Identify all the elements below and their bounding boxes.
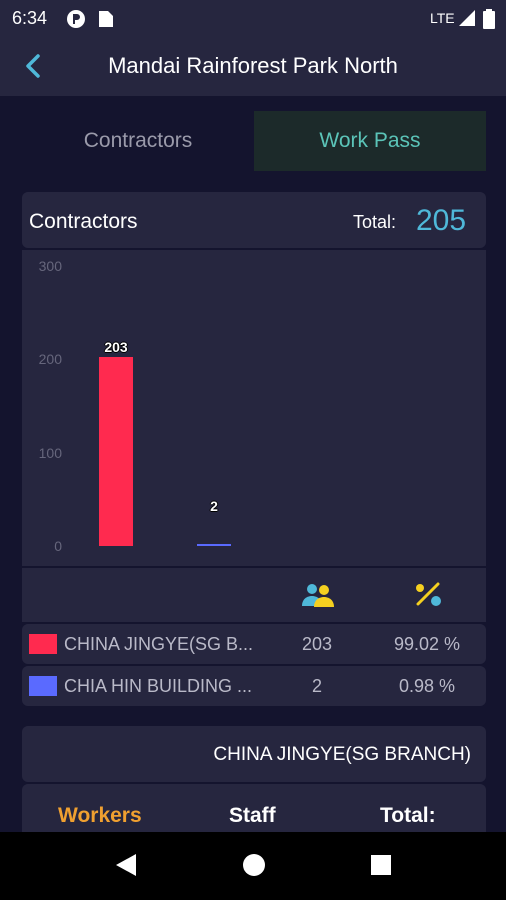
system-nav-bar — [0, 832, 506, 900]
total-label: Total: — [353, 212, 397, 232]
nav-home-icon[interactable] — [242, 852, 266, 878]
y-tick-label: 100 — [38, 444, 62, 461]
workers-label[interactable]: Workers — [58, 804, 142, 827]
status-bar: 6:34 LTE — [0, 0, 506, 36]
network-type: LTE — [430, 10, 455, 26]
contractor-name: CHINA JINGYE(SG B... — [64, 634, 254, 654]
contractor-count: 203 — [301, 634, 333, 654]
selected-contractor-name: CHINA JINGYE(SG BRANCH) — [213, 744, 471, 765]
breakdown-total-label: Total: — [380, 804, 436, 827]
percent-icon — [416, 582, 441, 606]
contractor-percent: 99.02 % — [393, 634, 461, 654]
app-notification-icon — [67, 10, 85, 28]
signal-icon — [459, 10, 475, 26]
tab-work-pass[interactable]: Work Pass — [254, 111, 486, 171]
nav-back-icon[interactable] — [114, 852, 138, 878]
workers-group-icon — [302, 584, 334, 607]
battery-icon — [483, 9, 495, 29]
contractors-summary-header: Contractors Total: 205 — [22, 192, 486, 248]
y-tick-label: 200 — [38, 351, 62, 368]
legend-swatch — [29, 634, 57, 654]
contractors-bar-chart: 0 100 200 300 203 2 — [22, 250, 486, 566]
sim-card-icon — [99, 11, 113, 27]
staff-label[interactable]: Staff — [229, 804, 276, 827]
summary-title: Contractors — [29, 210, 138, 233]
bar-data-label: 2 — [210, 498, 218, 514]
status-time: 6:34 — [12, 8, 48, 28]
selected-contractor-card: CHINA JINGYE(SG BRANCH) — [22, 726, 486, 782]
y-tick-label: 300 — [38, 258, 62, 274]
y-tick-label: 0 — [54, 538, 62, 554]
bar[interactable] — [197, 544, 231, 546]
contractor-count: 2 — [311, 676, 322, 696]
contractor-percent: 0.98 % — [398, 676, 456, 696]
contractor-name: CHIA HIN BUILDING ... — [64, 676, 253, 696]
page-title: Mandai Rainforest Park North — [108, 53, 398, 78]
table-header — [22, 568, 486, 622]
bar[interactable] — [99, 356, 133, 546]
nav-recents-icon[interactable] — [370, 852, 392, 878]
chevron-left-icon[interactable] — [20, 50, 48, 82]
table-row[interactable]: CHIA HIN BUILDING ... 2 0.98 % — [22, 666, 486, 706]
tab-contractors[interactable]: Contractors — [83, 129, 193, 152]
bar-data-label: 203 — [104, 338, 128, 355]
total-value: 205 — [416, 204, 467, 237]
app-bar: Mandai Rainforest Park North — [0, 36, 506, 96]
legend-swatch — [29, 676, 57, 696]
breakdown-card: Workers Staff Total: — [22, 784, 486, 832]
table-row[interactable]: CHINA JINGYE(SG B... 203 99.02 % — [22, 624, 486, 664]
